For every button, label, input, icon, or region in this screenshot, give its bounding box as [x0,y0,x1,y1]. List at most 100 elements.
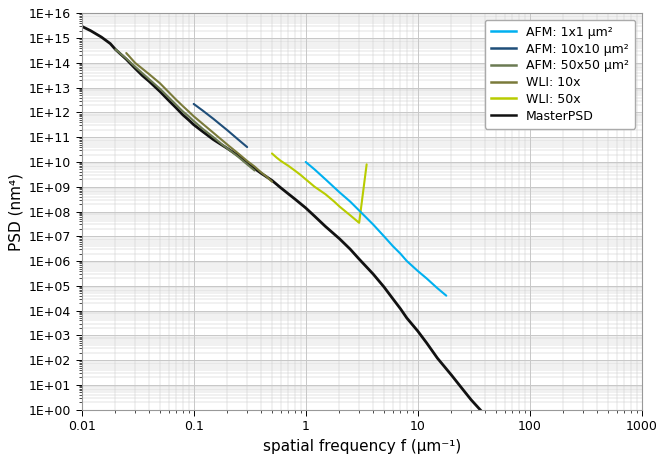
MasterPSD [423,340,431,346]
Legend: AFM: 1x1 μm², AFM: 10x10 μm², AFM: 50x50 μm², WLI: 10x, WLI: 50x, MasterPSD: AFM: 1x1 μm², AFM: 10x10 μm², AFM: 50x50… [485,19,635,129]
WLI: 50x: (0.55, 1.5e+10): 50x: (0.55, 1.5e+10) [272,155,280,160]
MasterPSD [389,296,397,302]
WLI: 10x: (0.03, 1e+14): 10x: (0.03, 1e+14) [131,60,139,66]
AFM: 50x50 μm²: (0.025, 1.5e+14): 50x50 μm²: (0.025, 1.5e+14) [123,56,131,61]
MasterPSD [369,271,377,277]
WLI: 10x: (0.05, 1.5e+13): 10x: (0.05, 1.5e+13) [156,80,164,86]
WLI: 10x: (0.45, 2.5e+09): 10x: (0.45, 2.5e+09) [263,174,271,180]
AFM: 50x50 μm²: (0.2, 3.5e+10): 50x50 μm²: (0.2, 3.5e+10) [223,146,231,151]
AFM: 1x1 μm²: (7, 2e+06): 1x1 μm²: (7, 2e+06) [396,251,404,256]
MasterPSD [172,105,180,111]
MasterPSD [223,146,231,151]
MasterPSD [380,284,388,290]
WLI: 10x: (0.3, 1.1e+10): 10x: (0.3, 1.1e+10) [243,158,251,164]
MasterPSD [481,413,489,418]
MasterPSD [234,153,242,158]
Y-axis label: PSD (nm⁴): PSD (nm⁴) [9,172,23,250]
AFM: 10x10 μm²: (0.15, 5.5e+11): 10x10 μm²: (0.15, 5.5e+11) [209,116,217,122]
AFM: 50x50 μm²: (0.3, 8e+09): 50x50 μm²: (0.3, 8e+09) [243,162,251,167]
WLI: 50x: (3, 3.5e+07): 50x: (3, 3.5e+07) [355,220,363,225]
MasterPSD [336,236,344,242]
MasterPSD [97,34,105,40]
Line: AFM: 10x10 μm²: AFM: 10x10 μm² [194,104,247,147]
MasterPSD [322,224,330,229]
WLI: 50x: (1, 2e+09): 50x: (1, 2e+09) [302,176,310,182]
WLI: 10x: (0.12, 3.5e+11): 10x: (0.12, 3.5e+11) [198,121,206,127]
MasterPSD [179,112,187,118]
WLI: 10x: (0.2, 5e+10): 10x: (0.2, 5e+10) [223,142,231,147]
AFM: 1x1 μm²: (18, 4e+04): 1x1 μm²: (18, 4e+04) [442,293,450,298]
WLI: 10x: (0.35, 6.5e+09): 10x: (0.35, 6.5e+09) [250,164,258,170]
MasterPSD [123,56,131,62]
MasterPSD [277,185,285,191]
AFM: 10x10 μm²: (0.18, 2.8e+11): 10x10 μm²: (0.18, 2.8e+11) [218,123,226,129]
AFM: 50x50 μm²: (0.12, 2.2e+11): 50x50 μm²: (0.12, 2.2e+11) [198,126,206,132]
WLI: 10x: (0.08, 1.8e+12): 10x: (0.08, 1.8e+12) [179,103,187,109]
WLI: 10x: (0.25, 2.2e+10): 10x: (0.25, 2.2e+10) [234,151,242,156]
WLI: 50x: (0.6, 1.1e+10): 50x: (0.6, 1.1e+10) [277,158,285,164]
WLI: 10x: (0.025, 2.5e+14): 10x: (0.025, 2.5e+14) [123,50,131,56]
X-axis label: spatial frequency f (μm⁻¹): spatial frequency f (μm⁻¹) [262,438,461,454]
AFM: 50x50 μm²: (0.07, 2e+12): 50x50 μm²: (0.07, 2e+12) [172,102,180,108]
AFM: 50x50 μm²: (0.06, 4e+12): 50x50 μm²: (0.06, 4e+12) [165,95,173,100]
AFM: 1x1 μm²: (2.5, 2.5e+08): 1x1 μm²: (2.5, 2.5e+08) [346,199,354,204]
MasterPSD [396,306,404,311]
MasterPSD [291,196,299,202]
AFM: 1x1 μm²: (10, 4e+05): 1x1 μm²: (10, 4e+05) [414,268,422,274]
Line: WLI: 10x: WLI: 10x [127,53,272,182]
WLI: 10x: (0.04, 3.5e+13): 10x: (0.04, 3.5e+13) [145,72,153,77]
MasterPSD [302,205,310,211]
AFM: 10x10 μm²: (0.1, 2.2e+12): 10x10 μm²: (0.1, 2.2e+12) [190,101,198,107]
WLI: 10x: (0.4, 3.8e+09): 10x: (0.4, 3.8e+09) [257,170,265,175]
Line: WLI: 50x: WLI: 50x [272,153,367,223]
AFM: 1x1 μm²: (15, 8e+04): 1x1 μm²: (15, 8e+04) [434,286,442,291]
MasterPSD [257,170,265,176]
Line: AFM: 1x1 μm²: AFM: 1x1 μm² [306,162,446,296]
MasterPSD [198,129,206,134]
MasterPSD [111,47,119,52]
WLI: 10x: (0.5, 1.6e+09): 10x: (0.5, 1.6e+09) [268,179,276,184]
MasterPSD [403,315,411,321]
WLI: 10x: (0.07, 3.2e+12): 10x: (0.07, 3.2e+12) [172,97,180,103]
MasterPSD [190,122,198,128]
AFM: 1x1 μm²: (2, 6e+08): 1x1 μm²: (2, 6e+08) [336,189,344,195]
MasterPSD [501,436,509,441]
AFM: 50x50 μm²: (0.08, 1.1e+12): 50x50 μm²: (0.08, 1.1e+12) [179,109,187,114]
WLI: 50x: (1.5, 5e+08): 50x: (1.5, 5e+08) [322,191,330,197]
AFM: 50x50 μm²: (0.02, 3.5e+14): 50x50 μm²: (0.02, 3.5e+14) [111,47,119,52]
WLI: 10x: (0.15, 1.5e+11): 10x: (0.15, 1.5e+11) [209,130,217,136]
AFM: 10x10 μm²: (0.2, 1.9e+11): 10x10 μm²: (0.2, 1.9e+11) [223,128,231,133]
WLI: 50x: (2.5, 7e+07): 50x: (2.5, 7e+07) [346,213,354,218]
AFM: 1x1 μm²: (3, 1.1e+08): 1x1 μm²: (3, 1.1e+08) [355,208,363,213]
MasterPSD [414,328,422,334]
WLI: 10x: (0.09, 1.1e+12): 10x: (0.09, 1.1e+12) [184,109,192,114]
MasterPSD [139,73,147,79]
MasterPSD [525,460,533,462]
MasterPSD [145,79,153,84]
WLI: 50x: (1.2, 1e+09): 50x: (1.2, 1e+09) [310,184,318,189]
MasterPSD [131,66,139,71]
AFM: 50x50 μm²: (0.35, 4.5e+09): 50x50 μm²: (0.35, 4.5e+09) [250,168,258,173]
AFM: 50x50 μm²: (0.18, 5e+10): 50x50 μm²: (0.18, 5e+10) [218,142,226,147]
MasterPSD [209,137,217,142]
MasterPSD [78,24,86,29]
AFM: 10x10 μm²: (0.25, 8e+10): 10x10 μm²: (0.25, 8e+10) [234,137,242,142]
AFM: 1x1 μm²: (1, 1e+10): 1x1 μm²: (1, 1e+10) [302,159,310,165]
WLI: 50x: (2, 1.6e+08): 50x: (2, 1.6e+08) [336,204,344,209]
AFM: 50x50 μm²: (0.25, 1.6e+10): 50x50 μm²: (0.25, 1.6e+10) [234,154,242,160]
AFM: 1x1 μm²: (5, 1e+07): 1x1 μm²: (5, 1e+07) [380,233,388,239]
Line: MasterPSD: MasterPSD [82,26,574,462]
AFM: 1x1 μm²: (4, 3e+07): 1x1 μm²: (4, 3e+07) [369,222,377,227]
AFM: 1x1 μm²: (6, 4e+06): 1x1 μm²: (6, 4e+06) [389,243,397,249]
MasterPSD [434,355,442,361]
WLI: 10x: (0.1, 7e+11): 10x: (0.1, 7e+11) [190,114,198,119]
MasterPSD [184,117,192,122]
MasterPSD [467,397,475,402]
Line: AFM: 50x50 μm²: AFM: 50x50 μm² [115,49,254,170]
WLI: 50x: (0.8, 4.5e+09): 50x: (0.8, 4.5e+09) [291,168,299,173]
AFM: 50x50 μm²: (0.03, 7e+13): 50x50 μm²: (0.03, 7e+13) [131,64,139,69]
MasterPSD [355,256,363,262]
MasterPSD [492,426,500,431]
WLI: 10x: (0.06, 6.5e+12): 10x: (0.06, 6.5e+12) [165,90,173,95]
MasterPSD [87,28,95,33]
